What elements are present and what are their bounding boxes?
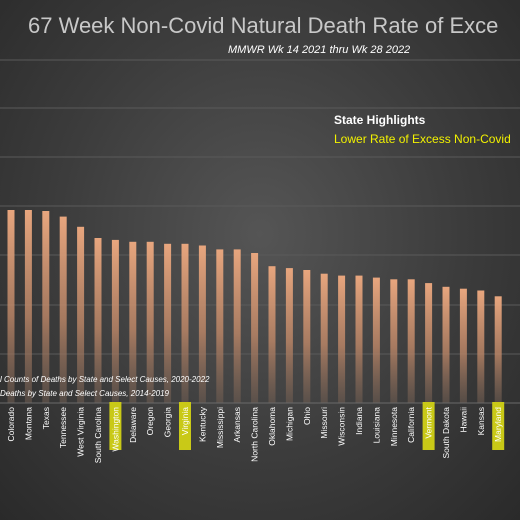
x-tick-louisiana: Louisiana [371,407,381,444]
x-tick-south-carolina: South Carolina [93,407,103,464]
x-tick-delaware: Delaware [128,407,138,443]
x-tick-kentucky: Kentucky [197,406,207,442]
x-tick-missouri: Missouri [319,407,329,439]
bar-georgia [164,243,172,403]
x-tick-washington: Washington [110,407,120,452]
bar-west-virginia [77,226,85,403]
x-tick-michigan: Michigan [284,407,294,441]
x-tick-montana: Montana [23,407,33,440]
bar-south-carolina [94,238,102,403]
x-tick-mississippi: Mississippi [215,407,225,448]
x-tick-california: California [406,407,416,443]
x-tick-kansas: Kansas [476,407,486,435]
x-tick-maryland: Maryland [493,407,503,442]
bar-kansas [477,290,485,403]
x-tick-vermont: Vermont [424,406,434,438]
highlight-box-virginia [179,402,191,450]
x-tick-arkansas: Arkansas [232,407,242,442]
bar-tennessee [59,216,67,403]
x-tick-oregon: Oregon [145,407,155,436]
chart-title: 67 Week Non-Covid Natural Death Rate of … [28,13,498,38]
bar-california [407,279,415,403]
chart-subtitle: MMWR Wk 14 2021 thru Wk 28 2022 [228,44,410,56]
bar-texas [42,211,50,403]
x-tick-hawaii: Hawaii [458,407,468,433]
source-note-2: Deaths by State and Select Causes, 2014-… [0,389,170,398]
bar-wisconsin [338,275,346,403]
x-tick-wisconsin: Wisconsin [337,407,347,446]
bar-minnesota [390,279,398,403]
bar-delaware [129,241,137,403]
x-tick-georgia: Georgia [163,407,173,438]
bar-mississippi [216,249,224,403]
x-tick-minnesota: Minnesota [389,407,399,446]
highlights-text: Lower Rate of Excess Non-Covid [334,132,511,146]
x-tick-west-virginia: West Virginia [76,407,86,457]
bar-oregon [146,241,154,403]
x-tick-labels: Colorado Montana Texas Tennessee West Virgin… [6,406,503,463]
bar-michigan [285,268,293,403]
bar-virginia [181,243,189,403]
bar-louisiana [372,277,380,403]
bar-missouri [320,273,328,403]
bar-indiana [355,275,363,403]
highlights-heading: State Highlights [334,113,426,127]
bar-vermont [425,283,433,403]
bar-north-carolina [251,253,259,403]
x-tick-ohio: Ohio [302,407,312,425]
bar-montana [24,210,32,403]
x-tick-tennessee: Tennessee [58,407,68,448]
highlight-box-vermont [422,402,435,450]
x-tick-oklahoma: Oklahoma [267,407,277,446]
bar-kentucky [198,245,206,403]
x-tick-south-dakota: South Dakota [441,407,451,459]
bar-arkansas [233,249,241,403]
x-tick-texas: Texas [41,407,51,429]
bar-colorado [7,210,15,403]
source-note-1: l Counts of Deaths by State and Select C… [0,375,210,384]
bar-oklahoma [268,266,276,403]
highlight-box-maryland [492,402,505,450]
x-tick-indiana: Indiana [354,407,364,435]
bar-hawaii [459,288,467,403]
bars [7,210,502,403]
gridlines [0,59,520,355]
x-tick-colorado: Colorado [6,407,16,442]
x-tick-north-carolina: North Carolina [250,407,260,462]
bar-ohio [303,270,311,403]
highlight-boxes [109,402,505,450]
bar-maryland [494,296,502,403]
bar-washington [111,239,119,403]
highlight-box-washington [109,402,122,450]
x-tick-virginia: Virginia [180,407,190,435]
bar-south-dakota [442,286,450,403]
